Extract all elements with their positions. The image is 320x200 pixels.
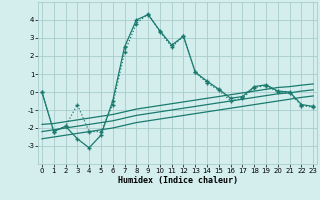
X-axis label: Humidex (Indice chaleur): Humidex (Indice chaleur) xyxy=(118,176,238,185)
